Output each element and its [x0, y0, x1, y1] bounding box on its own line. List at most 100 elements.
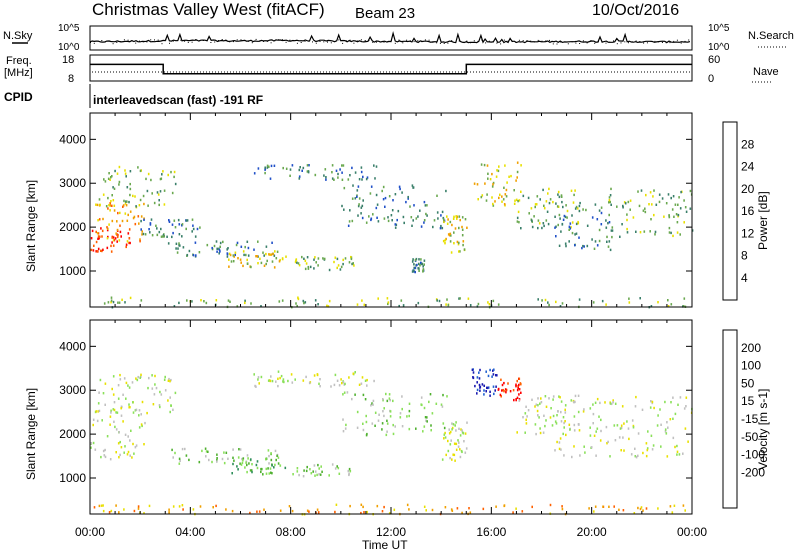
heatmap-cell	[163, 203, 166, 206]
colorbar-frame	[722, 121, 738, 301]
freq-label-line1: Freq.	[6, 55, 32, 67]
heatmap-cell	[109, 423, 111, 426]
heatmap-cell	[376, 203, 379, 206]
heatmap-cell	[143, 217, 145, 220]
nsearch-point	[571, 41, 573, 43]
heatmap-cell	[498, 196, 500, 200]
heatmap-cell	[158, 203, 160, 207]
heatmap-cell	[430, 424, 432, 427]
heatmap-cell	[330, 385, 332, 388]
heatmap-cell	[369, 192, 372, 195]
heatmap-cell	[581, 246, 583, 250]
heatmap-cell	[419, 264, 421, 267]
heatmap-cell	[115, 451, 117, 454]
heatmap-cell	[497, 303, 500, 306]
heatmap-cell	[571, 455, 573, 459]
heatmap-cell	[406, 503, 409, 507]
heatmap-cell	[491, 375, 493, 378]
heatmap-cell	[128, 403, 130, 406]
heatmap-cell	[524, 431, 526, 434]
heatmap-cell	[137, 505, 140, 508]
heatmap-cell	[358, 203, 360, 206]
heatmap-cell	[255, 255, 257, 258]
heatmap-cell	[172, 505, 175, 508]
nsearch-point	[210, 42, 212, 43]
heatmap-cell	[609, 455, 611, 458]
nsearch-point	[266, 40, 268, 42]
nsearch-point	[661, 42, 663, 43]
heatmap-cell	[95, 240, 98, 244]
heatmap-cell	[667, 305, 670, 308]
nsearch-point	[597, 41, 599, 43]
nsearch-point	[289, 39, 291, 41]
heatmap-cell	[502, 198, 505, 201]
heatmap-cell	[422, 265, 424, 268]
heatmap-cell	[102, 504, 104, 507]
heatmap-cell	[397, 209, 400, 213]
heatmap-cell	[129, 296, 132, 300]
nsearch-point	[308, 40, 310, 42]
heatmap-cell	[233, 459, 235, 462]
heatmap-cell	[107, 301, 110, 304]
heatmap-cell	[251, 463, 253, 466]
heatmap-cell	[113, 204, 116, 207]
heatmap-cell	[256, 510, 258, 513]
heatmap-cell	[423, 219, 426, 222]
heatmap-cell	[319, 378, 321, 381]
heatmap-cell	[441, 458, 444, 461]
heatmap-cell	[101, 249, 103, 253]
heatmap-cell	[605, 226, 608, 229]
heatmap-cell	[622, 204, 624, 208]
heatmap-cell	[125, 245, 127, 249]
heatmap-cell	[449, 240, 452, 243]
heatmap-cell	[671, 511, 674, 514]
heatmap-cell	[539, 198, 541, 201]
heatmap-cell	[257, 378, 259, 381]
heatmap-cell	[178, 223, 181, 226]
heatmap-cell	[185, 454, 188, 457]
heatmap-cell	[459, 297, 461, 300]
heatmap-cell	[219, 241, 222, 245]
heatmap-cell	[479, 368, 481, 372]
heatmap-cell	[366, 384, 368, 387]
heatmap-cell	[342, 393, 344, 396]
heatmap-cell	[287, 379, 289, 383]
heatmap-cell	[334, 256, 337, 259]
heatmap-cell	[313, 464, 316, 467]
heatmap-cell	[139, 240, 141, 243]
heatmap-cell	[170, 170, 172, 174]
heatmap-cell	[133, 509, 136, 513]
nsearch-point	[345, 40, 347, 42]
heatmap-cell	[317, 511, 320, 514]
heatmap-cell	[391, 209, 394, 212]
heatmap-cell	[314, 173, 317, 177]
heatmap-cell	[306, 509, 309, 512]
heatmap-cell	[110, 250, 113, 253]
nsearch-point	[635, 40, 637, 42]
nsearch-point	[383, 41, 385, 43]
heatmap-cell	[566, 216, 568, 219]
nsearch-point	[417, 40, 419, 42]
heatmap-cell	[669, 505, 672, 508]
heatmap-cell	[586, 224, 589, 227]
heatmap-cell	[364, 398, 367, 401]
heatmap-cell	[191, 218, 194, 221]
heatmap-cell	[113, 209, 116, 212]
heatmap-cell	[342, 381, 345, 384]
heatmap-cell	[685, 210, 688, 213]
heatmap-cell	[264, 171, 266, 175]
heatmap-cell	[620, 449, 622, 452]
heatmap-cell	[564, 404, 567, 407]
heatmap-cell	[264, 166, 266, 169]
heatmap-cell	[522, 194, 525, 198]
heatmap-cell	[545, 219, 548, 222]
nsearch-point	[195, 39, 197, 40]
noise-frame	[89, 25, 693, 51]
heatmap-cell	[111, 194, 113, 197]
heatmap-cell	[456, 217, 458, 220]
heatmap-cell	[552, 398, 554, 401]
heatmap-cell	[361, 376, 364, 379]
heatmap-cell	[360, 212, 362, 215]
heatmap-cell	[558, 447, 561, 451]
